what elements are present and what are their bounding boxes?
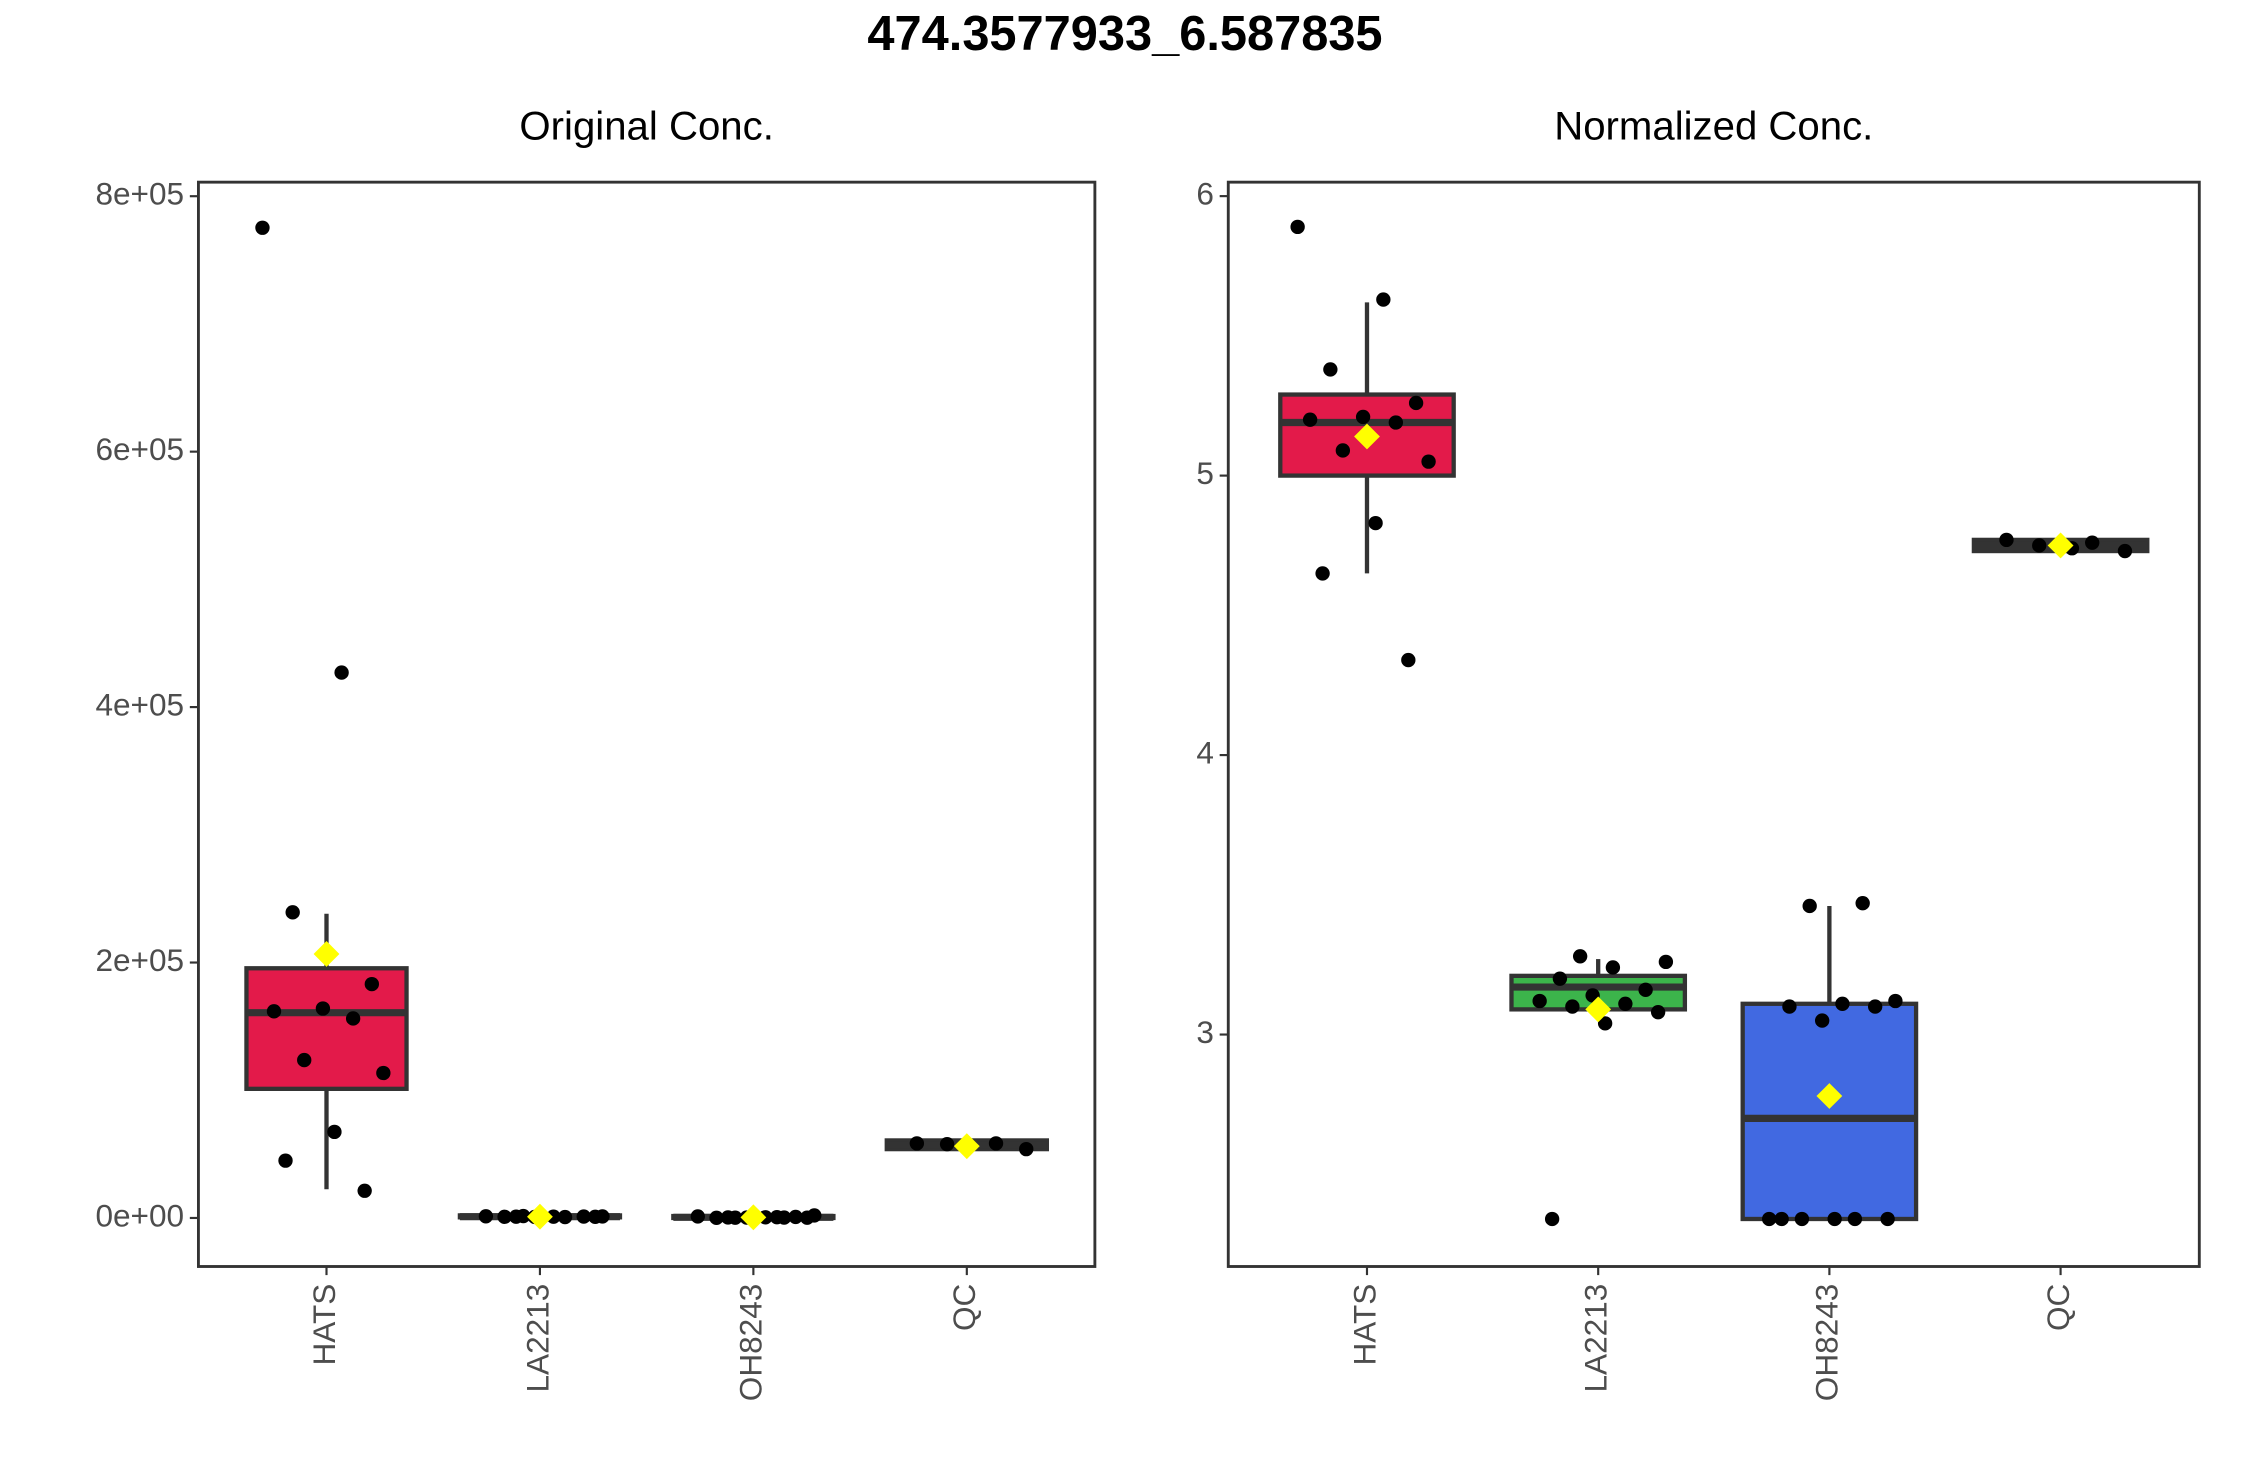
point bbox=[799, 1210, 815, 1225]
y-tick-label: 4 bbox=[1196, 734, 1214, 770]
y-tick-label: 4e+05 bbox=[95, 686, 184, 722]
point bbox=[1421, 454, 1436, 469]
y-tick-label: 6e+05 bbox=[95, 431, 184, 467]
point bbox=[1302, 412, 1318, 427]
panel-border bbox=[196, 180, 1097, 1268]
point bbox=[1999, 532, 2014, 548]
point bbox=[709, 1210, 724, 1226]
point bbox=[939, 1136, 955, 1152]
point bbox=[1552, 971, 1568, 986]
point bbox=[1290, 219, 1305, 235]
point bbox=[909, 1136, 925, 1151]
panel-title: Normalized Conc. bbox=[1554, 104, 1873, 149]
point bbox=[1335, 443, 1351, 458]
point bbox=[1794, 1211, 1810, 1227]
point bbox=[1888, 993, 1903, 1009]
x-tick-label: LA2213 bbox=[1578, 1284, 1614, 1393]
y-tick-label: 0e+00 bbox=[95, 1197, 184, 1233]
point bbox=[1388, 415, 1404, 430]
mean-marker bbox=[1585, 996, 1612, 1023]
point bbox=[769, 1210, 785, 1225]
point bbox=[576, 1209, 591, 1224]
y-tick-label: 2e+05 bbox=[95, 942, 184, 978]
point bbox=[1597, 1016, 1613, 1031]
point bbox=[1658, 954, 1674, 970]
point bbox=[278, 1153, 293, 1168]
point bbox=[1774, 1211, 1789, 1227]
point bbox=[1847, 1211, 1863, 1227]
point bbox=[364, 976, 380, 992]
mean-marker bbox=[1354, 423, 1380, 450]
point bbox=[1401, 652, 1416, 668]
point bbox=[315, 1001, 331, 1016]
point bbox=[1315, 566, 1330, 581]
point bbox=[1368, 515, 1383, 531]
point bbox=[557, 1209, 573, 1225]
point bbox=[508, 1209, 524, 1224]
point bbox=[2032, 538, 2047, 553]
y-tick-label: 8e+05 bbox=[95, 176, 184, 212]
point bbox=[1638, 982, 1653, 997]
point bbox=[1605, 960, 1621, 975]
point bbox=[334, 665, 349, 680]
point bbox=[690, 1209, 705, 1224]
point bbox=[376, 1065, 391, 1081]
point bbox=[720, 1210, 736, 1225]
mean-marker bbox=[953, 1133, 980, 1160]
point bbox=[1544, 1211, 1560, 1227]
point bbox=[1814, 1013, 1830, 1028]
mean-marker bbox=[527, 1203, 553, 1230]
point bbox=[478, 1209, 494, 1224]
point bbox=[327, 1124, 342, 1140]
point bbox=[497, 1209, 512, 1224]
point bbox=[2117, 543, 2133, 559]
mean-marker bbox=[740, 1204, 767, 1231]
point bbox=[1323, 362, 1338, 377]
point bbox=[1572, 949, 1588, 964]
panel-border bbox=[1226, 180, 2201, 1268]
point bbox=[1827, 1211, 1842, 1227]
point bbox=[1650, 1005, 1666, 1020]
point bbox=[266, 1004, 282, 1019]
x-tick-label: HATS bbox=[1346, 1284, 1382, 1366]
point bbox=[297, 1052, 312, 1068]
x-tick-label: HATS bbox=[306, 1284, 342, 1366]
point bbox=[1835, 996, 1850, 1011]
point bbox=[1532, 993, 1547, 1009]
point bbox=[1565, 999, 1580, 1014]
box bbox=[1740, 1001, 1919, 1222]
point bbox=[1782, 999, 1797, 1014]
point bbox=[1408, 395, 1424, 411]
point bbox=[1762, 1211, 1777, 1227]
point bbox=[1376, 292, 1391, 307]
mean-marker bbox=[313, 941, 340, 967]
point bbox=[588, 1209, 603, 1224]
y-tick-label: 6 bbox=[1196, 175, 1214, 211]
point bbox=[546, 1209, 561, 1224]
point bbox=[1855, 896, 1870, 911]
point bbox=[1355, 409, 1371, 425]
point bbox=[1880, 1211, 1895, 1227]
x-tick-label: QC bbox=[2040, 1284, 2076, 1331]
y-tick-label: 5 bbox=[1196, 455, 1214, 491]
point bbox=[255, 220, 270, 235]
point bbox=[988, 1136, 1004, 1151]
x-tick-label: OH8243 bbox=[1809, 1284, 1845, 1402]
main-title: 474.3577933_6.587835 bbox=[867, 7, 1382, 61]
panel-title: Original Conc. bbox=[519, 104, 773, 149]
point bbox=[345, 1011, 361, 1026]
x-tick-label: QC bbox=[946, 1284, 982, 1331]
point bbox=[1802, 898, 1817, 914]
point bbox=[1867, 999, 1883, 1014]
x-tick-label: OH8243 bbox=[733, 1284, 769, 1402]
y-tick-label: 3 bbox=[1196, 1014, 1214, 1050]
point bbox=[1618, 996, 1633, 1011]
point bbox=[285, 905, 300, 920]
point bbox=[1019, 1141, 1034, 1157]
point bbox=[2085, 535, 2100, 550]
point bbox=[788, 1209, 803, 1225]
x-tick-label: LA2213 bbox=[519, 1284, 555, 1393]
point bbox=[357, 1183, 372, 1198]
